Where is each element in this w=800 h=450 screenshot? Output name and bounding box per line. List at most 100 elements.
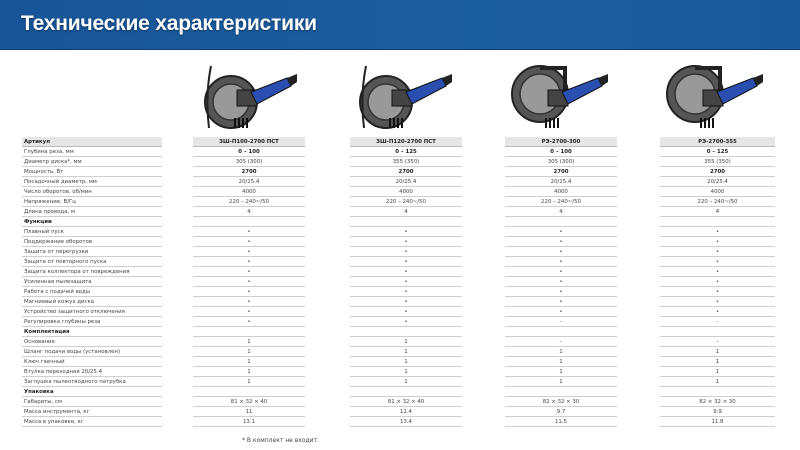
cell-value: • (505, 277, 617, 287)
page-title: Технические характеристики (21, 12, 317, 35)
cell-value: 305 (300) (193, 157, 305, 167)
cell-value: 1 (505, 377, 617, 387)
cell-value: 4 (660, 207, 775, 217)
row-label: Основание (22, 337, 162, 347)
cell-value: - (660, 317, 775, 327)
row-label: Диаметр диска*, мм (22, 157, 162, 167)
cell-value: 20/25.4 (350, 177, 462, 187)
section-row: Упаковка (22, 387, 782, 397)
cell-value: • (350, 257, 462, 267)
table-row: Защита коллектора от повреждения • • • • (22, 267, 782, 277)
column-header-article: Артикул (22, 137, 162, 147)
row-label: Мощность, Вт (22, 167, 162, 177)
cell-value: 1 (505, 347, 617, 357)
row-label: Длина провода, м (22, 207, 162, 217)
cell-value (660, 327, 775, 337)
cell-value: • (193, 247, 305, 257)
cell-value (350, 387, 462, 397)
cell-value: • (350, 277, 462, 287)
cell-value: • (505, 307, 617, 317)
product-model: ЗШ-П100-2700 ПСТ (193, 137, 305, 147)
cell-value: 4 (193, 207, 305, 217)
cell-value: 220 – 240~/50 (193, 197, 305, 207)
table-row: Регулировка глубины реза • • - - (22, 317, 782, 327)
saw-icon (204, 65, 297, 129)
row-label: Поддержание оборотов (22, 237, 162, 247)
footnote: * В комплект не входит. (242, 437, 319, 444)
row-label: Заглушка пылеотводного патрубка (22, 377, 162, 387)
row-label: Глубина реза, мм (22, 147, 162, 157)
cell-value: • (193, 317, 305, 327)
row-label: Магниевый кожух диска (22, 297, 162, 307)
cell-value: 1 (660, 377, 775, 387)
cell-value: 82 × 32 × 30 (660, 397, 775, 407)
cell-value: • (660, 297, 775, 307)
saw-icon (666, 65, 763, 128)
cell-value: 2700 (660, 167, 775, 177)
table-row: Ключ гаечный 1 1 1 1 (22, 357, 782, 367)
cell-value: • (660, 247, 775, 257)
table-row: Глубина реза, мм 0 – 100 0 – 125 0 – 100 0 –… (22, 147, 782, 157)
table-row: Габариты, см 81 × 32 × 40 81 × 32 × 40 82 ×… (22, 397, 782, 407)
cell-value: • (350, 297, 462, 307)
table-row: Шланг подачи воды (установлен) 1 1 1 1 (22, 347, 782, 357)
cell-value: • (193, 237, 305, 247)
cell-value: • (193, 277, 305, 287)
cell-value: 1 (660, 357, 775, 367)
row-label: Комплектация (22, 327, 162, 337)
row-label: Работа с подачей воды (22, 287, 162, 297)
cell-value: 1 (505, 367, 617, 377)
cell-value: 220 – 240~/50 (505, 197, 617, 207)
row-label: Напряжение, В/Гц (22, 197, 162, 207)
cell-value: • (350, 317, 462, 327)
cell-value: 20/25.4 (660, 177, 775, 187)
table-row: Устройство защитного отключения • • • • (22, 307, 782, 317)
row-label: Шланг подачи воды (установлен) (22, 347, 162, 357)
cell-value: • (505, 287, 617, 297)
cell-value: • (193, 267, 305, 277)
table-row: Число оборотов, об/мин 4000 4000 4000 4000 (22, 187, 782, 197)
cell-value: 355 (350) (350, 157, 462, 167)
cell-value: 0 – 125 (350, 147, 462, 157)
cell-value (193, 217, 305, 227)
table-row: Мощность, Вт 2700 2700 2700 2700 (22, 167, 782, 177)
table-row: Длина провода, м 4 4 4 4 (22, 207, 782, 217)
cell-value: 0 – 100 (505, 147, 617, 157)
table-row: Втулка переходная 20/25.4 1 1 1 1 (22, 367, 782, 377)
section-row: Комплектация (22, 327, 782, 337)
cell-value: • (660, 227, 775, 237)
saw-icon (359, 65, 452, 129)
cell-value (505, 327, 617, 337)
cell-value: 305 (300) (505, 157, 617, 167)
cell-value: 4000 (193, 187, 305, 197)
cell-value: 11.4 (350, 407, 462, 417)
table-row: Основание 1 1 - - (22, 337, 782, 347)
cell-value: • (505, 267, 617, 277)
cell-value: • (660, 267, 775, 277)
row-label: Число оборотов, об/мин (22, 187, 162, 197)
cell-value: • (193, 307, 305, 317)
cell-value: 4000 (505, 187, 617, 197)
cell-value: • (193, 287, 305, 297)
table-row: Диаметр диска*, мм 305 (300) 355 (350) 305 … (22, 157, 782, 167)
row-label: Посадочный диаметр, мм (22, 177, 162, 187)
cell-value (505, 387, 617, 397)
cell-value: 1 (350, 357, 462, 367)
table-row: Усиленная пылезащита • • • • (22, 277, 782, 287)
row-label: Втулка переходная 20/25.4 (22, 367, 162, 377)
row-label: Защита коллектора от повреждения (22, 267, 162, 277)
row-label: Устройство защитного отключения (22, 307, 162, 317)
cell-value: 4000 (660, 187, 775, 197)
cell-value: 81 × 32 × 40 (193, 397, 305, 407)
row-label: Ключ гаечный (22, 357, 162, 367)
cell-value: 1 (660, 347, 775, 357)
cell-value: 1 (350, 367, 462, 377)
cell-value: • (505, 247, 617, 257)
cell-value: • (350, 227, 462, 237)
cell-value (660, 387, 775, 397)
cell-value: • (660, 237, 775, 247)
cell-value: 20/25.4 (505, 177, 617, 187)
cell-value: 1 (505, 357, 617, 367)
cell-value: 11.5 (505, 417, 617, 427)
row-label: Упаковка (22, 387, 162, 397)
